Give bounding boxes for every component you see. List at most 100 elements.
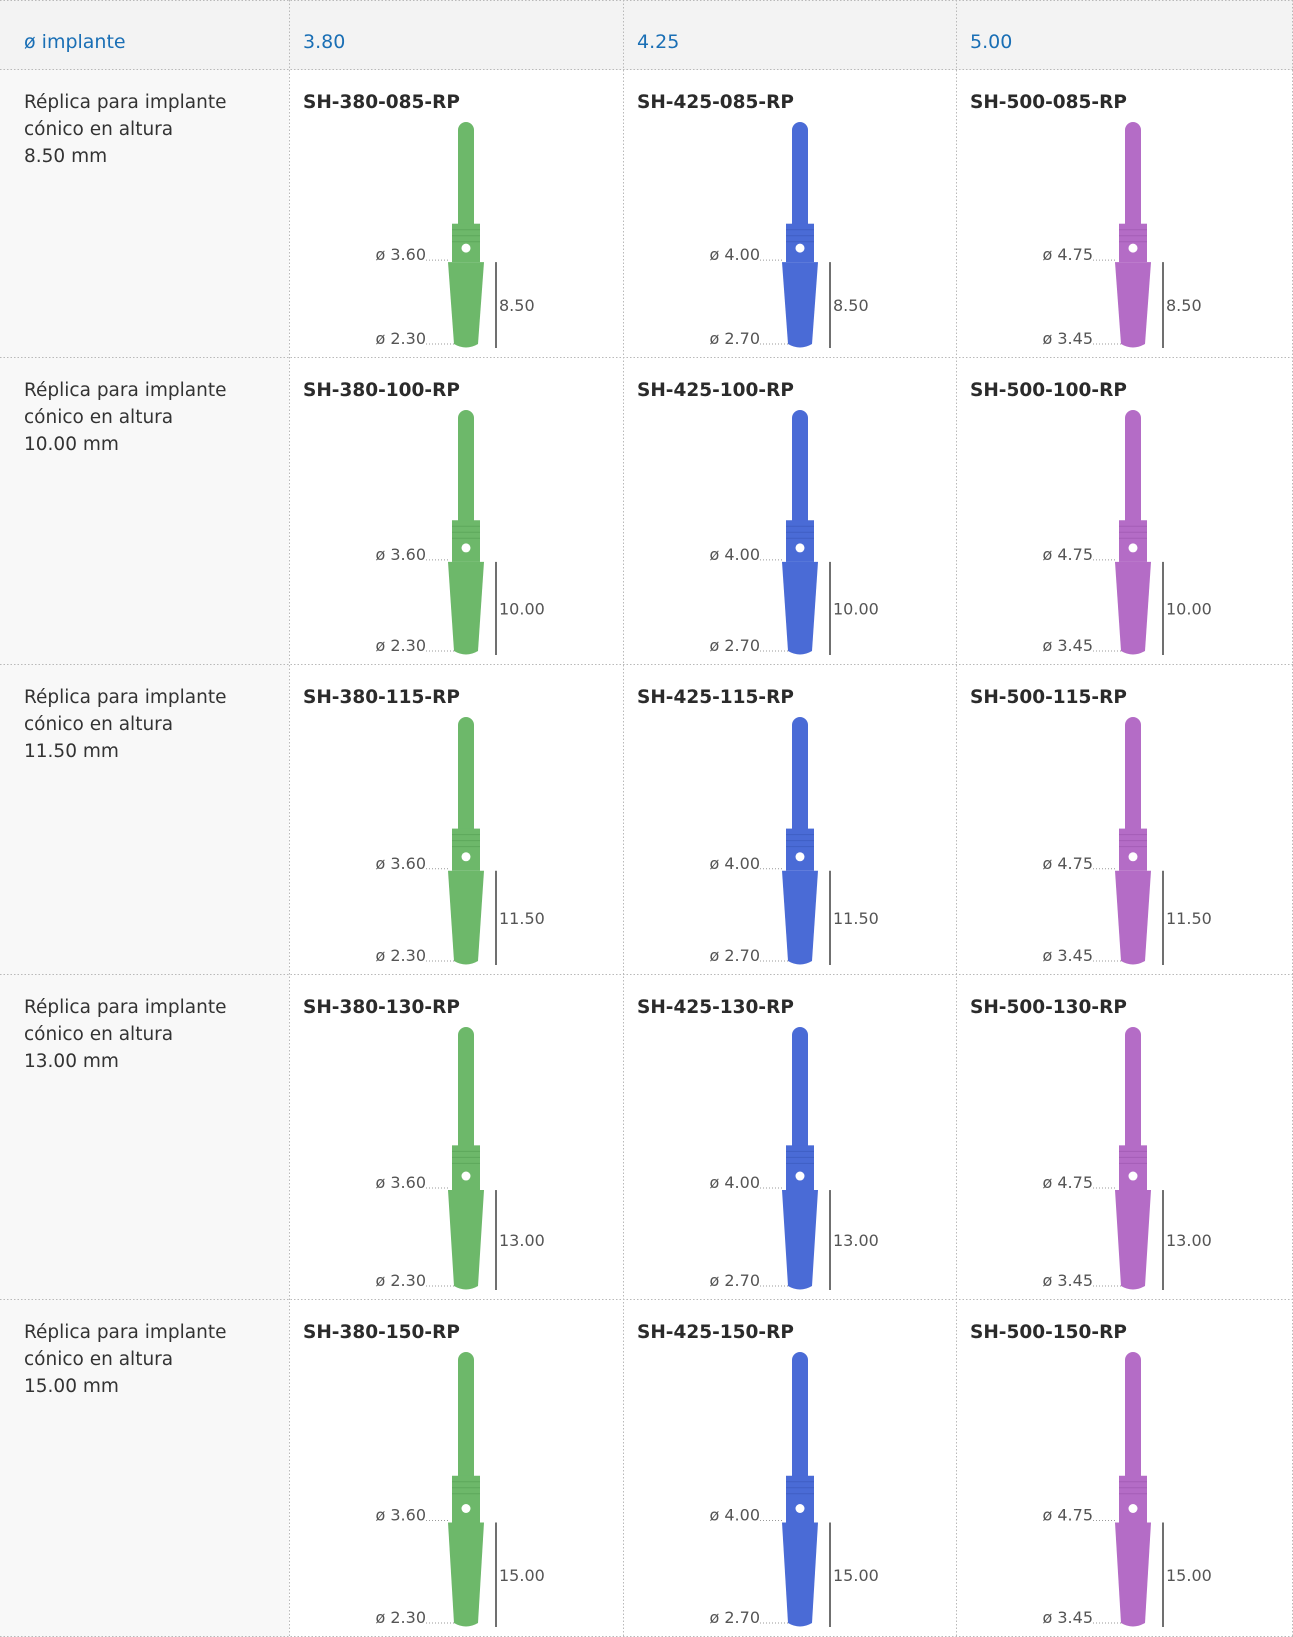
height-label: 11.50 [833,909,879,928]
replica-hex [452,1475,480,1523]
replica-hole [1128,1171,1138,1181]
top-diameter: ø 3.60 [376,1173,427,1192]
row-label: 8.50 mm [24,146,107,167]
product-code: SH-500-115-RP [970,687,1127,708]
replica-pin [1125,122,1141,232]
bottom-diameter: ø 2.30 [376,1608,427,1627]
replica-body [1115,1522,1151,1627]
product-code: SH-500-085-RP [970,92,1127,113]
header-background [0,0,1293,70]
replica-pin [1125,1352,1141,1484]
replica-pin [792,122,808,232]
height-label: 13.00 [1166,1231,1212,1250]
top-diameter: ø 4.75 [1043,1506,1094,1525]
replica-illustration [1115,717,1151,965]
row-label: cónico en altura [24,119,173,140]
replica-hex [786,1475,814,1523]
top-diameter: ø 4.75 [1043,545,1094,564]
replica-hex [786,1145,814,1191]
header-label: ø implante [24,31,126,53]
replica-hex [452,828,480,871]
bottom-diameter: ø 2.30 [376,636,427,655]
top-diameter: ø 3.60 [376,1506,427,1525]
replica-hole [1128,1504,1138,1513]
top-diameter: ø 4.00 [710,1506,761,1525]
bottom-diameter: ø 2.30 [376,1271,427,1290]
row-label: cónico en altura [24,407,173,428]
product-code: SH-500-100-RP [970,380,1127,401]
header-diameter: 4.25 [637,31,679,53]
top-diameter: ø 3.60 [376,545,427,564]
replica-hole [461,852,471,862]
replica-illustration [448,1027,484,1290]
row-label: Réplica para implante [24,92,226,113]
top-diameter: ø 3.60 [376,245,427,264]
row-label: cónico en altura [24,1024,173,1045]
replica-hex [1119,1475,1147,1523]
bottom-diameter: ø 2.70 [710,1271,761,1290]
replica-body [782,1522,818,1627]
top-diameter: ø 4.75 [1043,1173,1094,1192]
replica-body [448,1522,484,1627]
height-label: 8.50 [1166,296,1202,315]
replica-hex [1119,520,1147,562]
bottom-diameter: ø 2.70 [710,946,761,965]
replica-pin [458,122,474,232]
replica-body [1115,561,1151,655]
replica-pin [458,717,474,837]
product-code: SH-380-150-RP [303,1322,460,1343]
row-label: cónico en altura [24,714,173,735]
replica-illustration [448,122,484,348]
row-label: 13.00 mm [24,1051,119,1072]
replica-pin [1125,1027,1141,1154]
top-diameter: ø 3.60 [376,854,427,873]
height-label: 11.50 [499,909,545,928]
bottom-diameter: ø 3.45 [1043,1271,1094,1290]
replica-hex [1119,1145,1147,1191]
height-label: 15.00 [499,1566,545,1585]
bottom-diameter: ø 3.45 [1043,946,1094,965]
bottom-diameter: ø 2.70 [710,329,761,348]
product-code: SH-425-115-RP [637,687,794,708]
replica-pin [792,717,808,837]
label-column-background [0,70,289,1637]
replica-hex [1119,828,1147,871]
row-label: Réplica para implante [24,687,226,708]
replica-body [448,561,484,655]
replica-body [448,262,484,348]
replica-illustration [448,717,484,965]
height-label: 13.00 [833,1231,879,1250]
height-label: 13.00 [499,1231,545,1250]
product-code: SH-380-115-RP [303,687,460,708]
replica-hole [795,852,805,862]
bottom-diameter: ø 3.45 [1043,1608,1094,1627]
replica-hole [1128,543,1138,553]
row-label: 15.00 mm [24,1376,119,1397]
row-label: Réplica para implante [24,380,226,401]
replica-illustration [782,1352,818,1627]
replica-hole [461,1504,471,1513]
replica-hole [461,543,471,553]
replica-hex [786,828,814,871]
replica-pin [1125,410,1141,529]
product-code: SH-425-085-RP [637,92,794,113]
replica-body [448,1190,484,1290]
replica-pin [458,1352,474,1484]
replica-hole [461,243,471,253]
replica-illustration [782,717,818,965]
replica-hole [1128,243,1138,253]
row-label: cónico en altura [24,1349,173,1370]
bottom-diameter: ø 3.45 [1043,636,1094,655]
replica-pin [458,410,474,529]
product-code: SH-500-130-RP [970,997,1127,1018]
header-diameter: 5.00 [970,31,1012,53]
replica-illustration [1115,122,1151,348]
product-code: SH-380-085-RP [303,92,460,113]
replica-body [782,561,818,655]
product-code: SH-380-100-RP [303,380,460,401]
product-code: SH-425-150-RP [637,1322,794,1343]
replica-body [782,870,818,965]
replica-hole [795,1504,805,1513]
height-label: 8.50 [833,296,869,315]
